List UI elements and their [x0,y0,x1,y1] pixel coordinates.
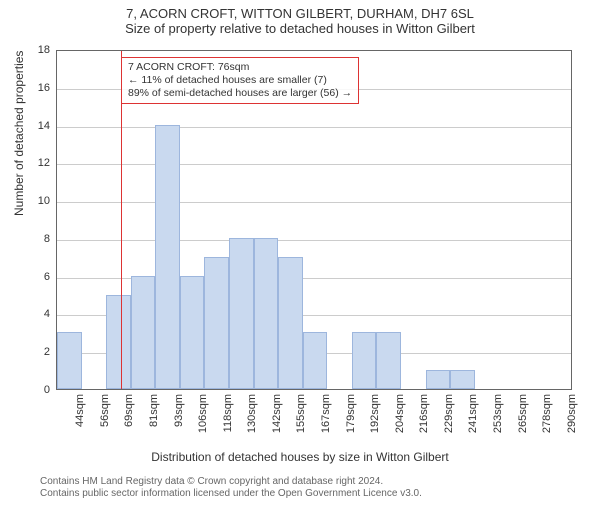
y-tick-label: 2 [20,346,50,358]
callout-line: 7 ACORN CROFT: 76sqm [128,61,352,74]
x-tick-label: 69sqm [123,394,135,454]
histogram-bar [376,332,401,389]
x-tick-label: 44sqm [74,394,86,454]
page-subtitle: Size of property relative to detached ho… [0,21,600,36]
histogram-bar [204,257,229,389]
footer-line-2: Contains public sector information licen… [40,488,422,500]
y-axis-label: Number of detached properties [12,51,26,216]
histogram-bar [57,332,82,389]
histogram-bar [155,125,180,389]
x-tick-label: 118sqm [222,394,234,454]
callout-line: 89% of semi-detached houses are larger (… [128,87,352,100]
y-tick-label: 0 [20,384,50,396]
attribution-footer: Contains HM Land Registry data © Crown c… [40,476,422,500]
x-tick-label: 167sqm [320,394,332,454]
footer-line-1: Contains HM Land Registry data © Crown c… [40,476,422,488]
histogram-bar [450,370,475,389]
x-tick-label: 142sqm [271,394,283,454]
x-tick-label: 93sqm [173,394,185,454]
x-tick-label: 229sqm [443,394,455,454]
y-tick-label: 12 [20,157,50,169]
x-tick-label: 81sqm [148,394,160,454]
y-tick-label: 16 [20,82,50,94]
histogram-bar [303,332,328,389]
histogram-bar [426,370,451,389]
x-tick-label: 290sqm [566,394,578,454]
callout-line: ← 11% of detached houses are smaller (7) [128,74,352,87]
x-tick-label: 265sqm [517,394,529,454]
x-tick-label: 56sqm [99,394,111,454]
x-axis-label: Distribution of detached houses by size … [0,450,600,464]
y-tick-label: 6 [20,271,50,283]
x-tick-label: 278sqm [541,394,553,454]
histogram-bar [106,295,131,389]
x-tick-label: 179sqm [345,394,357,454]
x-tick-label: 204sqm [394,394,406,454]
y-tick-label: 4 [20,308,50,320]
page-title: 7, ACORN CROFT, WITTON GILBERT, DURHAM, … [0,6,600,21]
y-tick-label: 8 [20,233,50,245]
x-tick-label: 130sqm [246,394,258,454]
x-tick-label: 253sqm [492,394,504,454]
callout-box: 7 ACORN CROFT: 76sqm← 11% of detached ho… [121,57,359,104]
x-tick-label: 106sqm [197,394,209,454]
histogram-bar [180,276,205,389]
x-tick-label: 155sqm [295,394,307,454]
histogram-bar [131,276,156,389]
x-tick-label: 241sqm [467,394,479,454]
y-tick-label: 18 [20,44,50,56]
x-tick-label: 192sqm [369,394,381,454]
histogram-bar [352,332,377,389]
histogram-bar [229,238,254,389]
y-tick-label: 10 [20,195,50,207]
x-tick-label: 216sqm [418,394,430,454]
histogram-bar [254,238,279,389]
histogram-bar [278,257,303,389]
histogram-chart: 7 ACORN CROFT: 76sqm← 11% of detached ho… [56,50,572,420]
plot-area: 7 ACORN CROFT: 76sqm← 11% of detached ho… [56,50,572,390]
y-tick-label: 14 [20,120,50,132]
